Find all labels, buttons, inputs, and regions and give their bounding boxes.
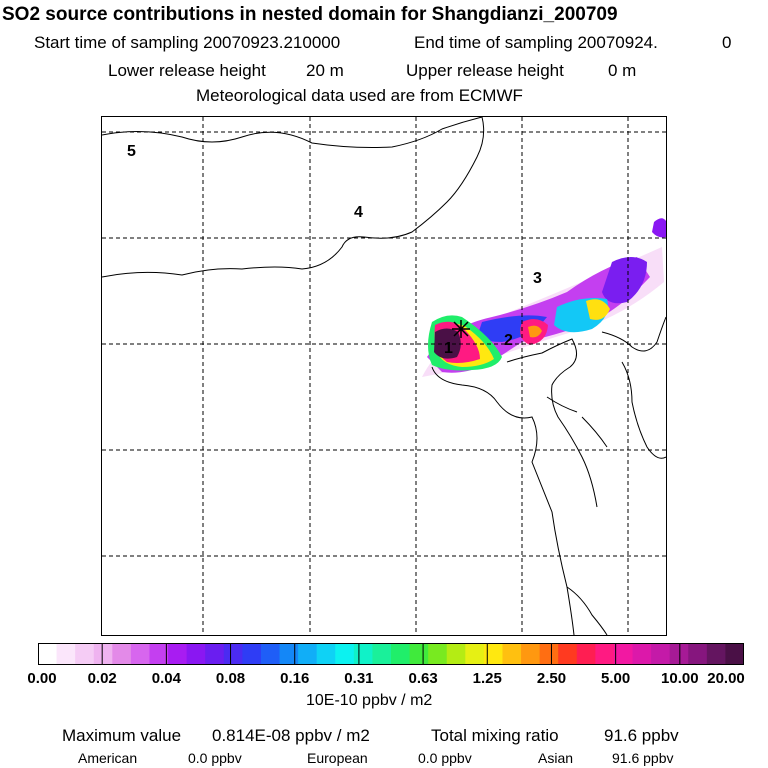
border-line-north (102, 117, 483, 148)
region-label-2: 2 (504, 332, 513, 349)
upper-release-label: Upper release height (406, 61, 564, 80)
colorbar-tick-label: 0.63 (408, 670, 438, 687)
colorbar-segment (688, 643, 708, 665)
max-value: 0.814E-08 ppbv / m2 (212, 726, 370, 745)
coast-sw (566, 586, 608, 635)
receptor-cross-marker (452, 320, 470, 338)
colorbar-segment (502, 643, 522, 665)
plume-layer (422, 218, 666, 377)
end-time-value: 0 (722, 33, 732, 52)
colorbar-segment (483, 643, 503, 665)
colorbar-segment (372, 643, 392, 665)
colorbar-segment (316, 643, 336, 665)
met-data-line: Meteorological data used are from ECMWF (196, 86, 523, 105)
colorbar-segment (279, 643, 299, 665)
colorbar-segment (186, 643, 206, 665)
plume-hot-inner-east (528, 325, 542, 338)
colorbar-segment (391, 643, 411, 665)
colorbar-tick-label: 20.00 (707, 670, 745, 687)
american-value: 0.0 ppbv (188, 750, 242, 766)
colorbar-segment (335, 643, 355, 665)
colorbar-segment (205, 643, 225, 665)
colorbar-segment (260, 643, 281, 665)
colorbar-segment (669, 643, 689, 665)
asian-value: 91.6 ppbv (612, 750, 674, 766)
european-value: 0.0 ppbv (418, 750, 472, 766)
colorbar-segment (595, 643, 615, 665)
colorbar-tick-label: 0.31 (344, 670, 374, 687)
peninsula (601, 316, 666, 459)
colorbar-segment (56, 643, 76, 665)
colorbar-segment (465, 643, 485, 665)
colorbar-segment (576, 643, 596, 665)
colorbar-segment (409, 643, 429, 665)
chart-title: SO2 source contributions in nested domai… (2, 4, 618, 25)
colorbar-segment (149, 643, 169, 665)
colorbar-segment (130, 643, 150, 665)
colorbar-tick-label: 0.16 (280, 670, 310, 687)
colorbar-segment (112, 643, 132, 665)
colorbar-segment (93, 643, 113, 665)
colorbar-segment (521, 643, 541, 665)
lat-lon-grid (102, 117, 666, 635)
region-label-5: 5 (127, 143, 136, 160)
region-label-1: 1 (444, 340, 453, 357)
colorbar-segment (75, 643, 95, 665)
colorbar-segment (223, 643, 243, 665)
colorbar-segment (242, 643, 262, 665)
colorbar-segment (38, 643, 58, 665)
colorbar-segment (428, 643, 448, 665)
colorbar-segment (558, 643, 578, 665)
region-label-4: 4 (354, 204, 363, 221)
max-value-label: Maximum value (62, 726, 182, 745)
coast-sub (546, 396, 608, 448)
colorbar-tick-label: 1.25 (472, 670, 502, 687)
total-mixing-label: Total mixing ratio (431, 726, 559, 745)
colorbar-unit: 10E-10 ppbv / m2 (306, 692, 433, 709)
total-mixing-value: 91.6 ppbv (604, 726, 679, 745)
colorbar-segment (446, 643, 466, 665)
map-panel: 1 2 3 4 5 (101, 116, 667, 636)
coast-east (431, 366, 575, 635)
end-time-label: End time of sampling 20070924. (414, 33, 658, 52)
colorbar-tick-label: 2.50 (536, 670, 567, 687)
start-time-label: Start time of sampling 20070923.210000 (34, 33, 341, 52)
colorbar-tick-label: 10.00 (661, 670, 699, 687)
plume-yellow-east (586, 299, 610, 320)
colorbar (38, 643, 744, 665)
plume-purple-mid (602, 257, 647, 304)
american-label: American (78, 750, 138, 766)
colorbar-segment (613, 643, 634, 665)
lower-release-value: 20 m (306, 61, 344, 80)
colorbar-segment (632, 643, 652, 665)
colorbar-border (38, 643, 744, 665)
european-label: European (307, 750, 368, 766)
colorbar-segment (353, 643, 373, 665)
border-line-mid (102, 117, 485, 278)
colorbar-segment (725, 643, 744, 665)
colorbar-segment (706, 643, 726, 665)
region-label-3: 3 (533, 270, 542, 287)
colorbar-segment (168, 643, 188, 665)
coast-bay (506, 338, 598, 508)
colorbar-segment (298, 643, 318, 665)
coastline-layer (102, 117, 666, 635)
map-canvas: 1 2 3 4 5 (102, 117, 666, 635)
asian-label: Asian (538, 750, 574, 766)
colorbar-segment (651, 643, 671, 665)
region-labels: 1 2 3 4 5 (127, 143, 542, 357)
colorbar-tick-label: 0.00 (27, 670, 57, 687)
colorbar-tick-label: 0.08 (215, 670, 246, 687)
plume-tail (652, 218, 666, 238)
upper-release-value: 0 m (608, 61, 637, 80)
colorbar-tick-label: 5.00 (601, 670, 631, 687)
lower-release-label: Lower release height (108, 61, 266, 80)
colorbar-tick-label: 0.02 (87, 670, 117, 687)
colorbar-tick-label: 0.04 (151, 670, 181, 687)
colorbar-segment (539, 643, 559, 665)
